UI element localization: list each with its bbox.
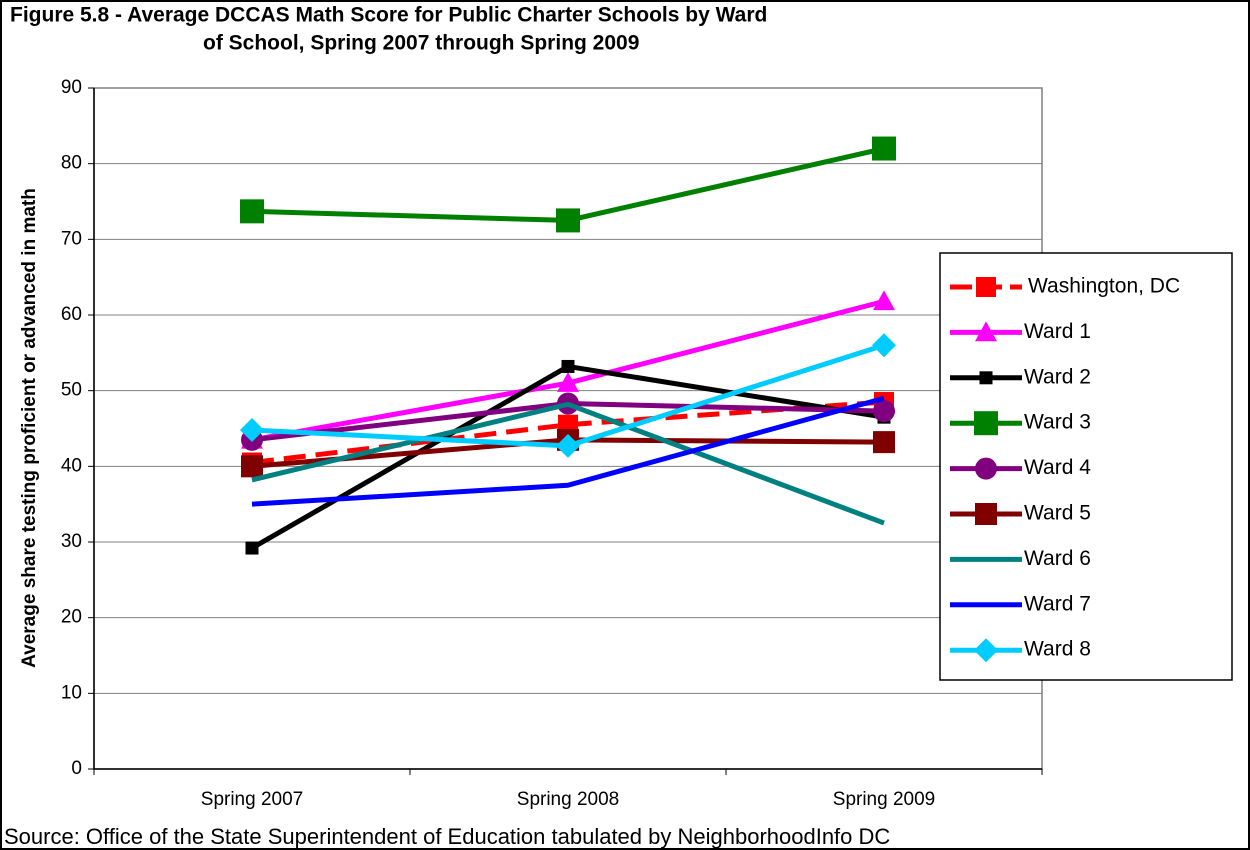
y-axis-label: Average share testing proficient or adva… [19,188,40,668]
y-tick-label: 20 [61,607,82,628]
y-tick-label: 90 [61,77,82,98]
y-tick-label: 80 [61,153,82,174]
marker [556,208,580,233]
marker [976,277,996,297]
y-tick-label: 50 [61,380,82,401]
marker [975,503,997,525]
legend-label: Ward 3 [1024,411,1091,434]
marker [979,371,993,385]
x-tick-label: Spring 2008 [517,789,619,810]
source-note: Source: Office of the State Superintende… [4,824,890,849]
y-tick-label: 0 [71,758,82,779]
x-tick-label: Spring 2009 [833,789,935,810]
series-line [251,395,885,507]
chart-title: Figure 5.8 - Average DCCAS Math Score fo… [10,4,767,27]
marker [557,372,579,392]
marker [556,433,580,458]
marker [240,199,264,224]
marker [561,359,575,373]
marker [245,541,259,555]
marker [975,321,997,342]
legend-label: Ward 6 [1024,547,1091,570]
marker [873,400,895,423]
marker [241,455,263,478]
legend-label: Ward 7 [1024,592,1091,615]
marker [873,290,895,311]
marker [974,638,998,663]
y-tick-label: 60 [61,304,82,325]
legend-label: Ward 4 [1024,456,1091,479]
legend-label: Ward 8 [1024,638,1091,661]
chart-title: of School, Spring 2007 through Spring 20… [203,32,639,55]
legend-label: Ward 5 [1024,502,1091,525]
marker [872,333,896,358]
marker [873,431,895,454]
legend-label: Ward 1 [1024,320,1091,343]
legend-label: Washington, DC [1028,275,1180,298]
marker [872,136,896,161]
marker [240,418,264,443]
y-tick-label: 10 [61,682,82,703]
marker [974,411,998,436]
y-tick-label: 70 [61,228,82,249]
y-tick-label: 40 [61,455,82,476]
series-line [251,401,885,526]
y-tick-label: 30 [61,531,82,552]
x-tick-label: Spring 2007 [201,789,303,810]
legend-label: Ward 2 [1024,365,1091,388]
marker [975,457,997,480]
